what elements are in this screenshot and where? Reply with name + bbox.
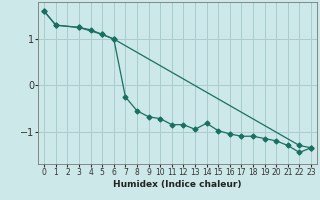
X-axis label: Humidex (Indice chaleur): Humidex (Indice chaleur) — [113, 180, 242, 189]
